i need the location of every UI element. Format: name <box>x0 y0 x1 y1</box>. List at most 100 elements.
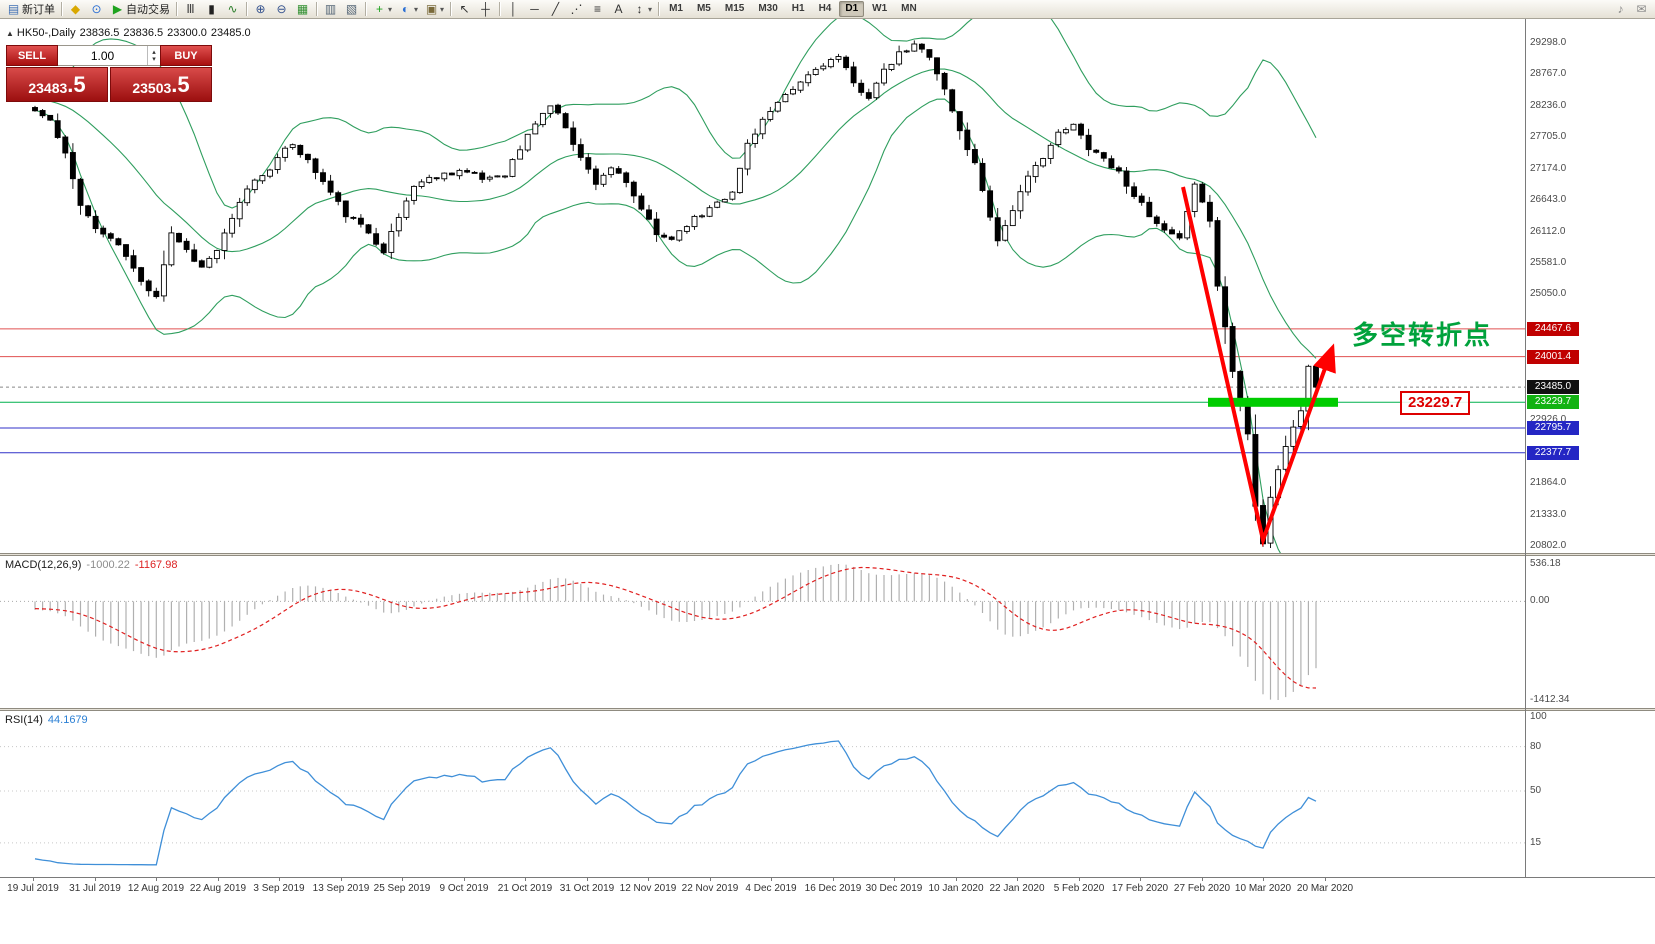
buy-price-display[interactable]: 23503.5 <box>110 67 212 102</box>
dropdown-caret-icon: ▾ <box>648 4 653 14</box>
price-axis-label: 26643.0 <box>1530 194 1567 206</box>
toolbar-button-tile-windows[interactable]: ▦ <box>292 0 313 19</box>
volume-spinner[interactable]: ▴ ▾ <box>147 46 160 65</box>
dropdown-caret-icon: ▾ <box>440 4 445 14</box>
toolbar-button-bar-chart-mode[interactable]: Ⅲ <box>180 0 201 19</box>
horizontal-lines[interactable] <box>0 328 1525 454</box>
macd-axis-label: 0.00 <box>1530 595 1550 607</box>
toolbar-button-trendline-tool[interactable]: ╱ <box>545 0 566 19</box>
chart-window: ▲ HK50-,Daily 23836.5 23836.5 23300.0 23485.0… <box>0 19 1655 944</box>
timeframe-button-mn[interactable]: MN <box>901 3 917 14</box>
spinner-down-icon[interactable]: ▾ <box>152 55 156 63</box>
toolbar-button-periods[interactable]: ◐ ▾ <box>395 0 421 19</box>
date-label: 12 Nov 2019 <box>619 883 677 894</box>
toolbar-button-arrange-windows[interactable]: ▥ <box>320 0 341 19</box>
toolbar-button-mailbox[interactable]: ✉ <box>1631 0 1652 19</box>
date-tick <box>279 878 280 881</box>
metaeditor-icon: ◆ <box>70 1 81 16</box>
sell-price-display[interactable]: 23483.5 <box>6 67 108 102</box>
date-tick <box>156 878 157 881</box>
dropdown-caret-icon: ▾ <box>414 4 419 14</box>
sell-price-fraction: .5 <box>67 71 86 97</box>
macd-canvas <box>0 564 1525 700</box>
toolbar-separator <box>450 2 452 16</box>
rsi-panel[interactable]: RSI(14) 44.1679 <box>0 711 1525 877</box>
candlestick-mode-icon: ▮ <box>208 1 215 16</box>
toolbar-button-fibonacci-tool[interactable]: ≡ <box>587 0 608 19</box>
toolbar-button-channel-tool[interactable]: ⋰ <box>566 0 587 19</box>
timeframe-button-m5[interactable]: M5 <box>696 3 711 14</box>
toolbar-button-new-order[interactable]: ▤ 新订单 <box>3 0 58 19</box>
macd-histogram <box>34 564 1317 700</box>
date-label: 4 Dec 2019 <box>745 883 797 894</box>
mailbox-icon: ✉ <box>1636 1 1647 16</box>
toolbar-button-crosshair-tool[interactable]: ┼ <box>475 0 496 19</box>
macd-panel[interactable]: MACD(12,26,9) -1000.22 -1167.98 <box>0 556 1525 708</box>
timeframe-button-h4[interactable]: H4 <box>818 3 832 14</box>
date-tick <box>1325 878 1326 881</box>
timeframe-button-w1[interactable]: W1 <box>872 3 888 14</box>
collapse-arrow-icon[interactable]: ▲ <box>6 29 14 38</box>
price-tag: 24001.4 <box>1527 349 1579 364</box>
toolbar-button-arrows-tool[interactable]: ↕ ▾ <box>629 0 655 19</box>
timeframe-button-m15[interactable]: M15 <box>724 3 745 14</box>
date-label: 17 Feb 2020 <box>1111 883 1169 894</box>
macd-label: MACD(12,26,9) -1000.22 -1167.98 <box>5 559 182 571</box>
toolbar-button-mql5-community[interactable]: ⊙ <box>86 0 107 19</box>
toolbar-button-cursor-tool[interactable]: ↖ <box>454 0 475 19</box>
toolbar-button-auto-trading[interactable]: ▶ 自动交易 <box>107 0 173 19</box>
buy-price-fraction: .5 <box>171 71 190 97</box>
auto-trading-label: 自动交易 <box>126 4 170 16</box>
date-label: 19 Jul 2019 <box>7 883 59 894</box>
toolbar-button-vertical-line-tool[interactable]: │ <box>503 0 524 19</box>
ohlc-close: 23485.0 <box>210 27 251 39</box>
toolbar-button-candlestick-mode[interactable]: ▮ <box>201 0 222 19</box>
date-tick <box>710 878 711 881</box>
price-tag: 22795.7 <box>1527 421 1579 435</box>
arrange-windows-icon: ▥ <box>324 1 337 16</box>
rsi-line <box>34 740 1317 866</box>
date-label: 10 Jan 2020 <box>928 883 984 894</box>
trend-arrow[interactable] <box>1181 186 1336 548</box>
toolbar-button-templates[interactable]: ▣ ▾ <box>421 0 447 19</box>
date-label: 20 Mar 2020 <box>1296 883 1354 894</box>
toolbar-button-indicators[interactable]: + ▾ <box>369 0 395 19</box>
toolbar-button-zoom-in[interactable]: ⊕ <box>250 0 271 19</box>
date-tick <box>956 878 957 881</box>
buy-button[interactable]: BUY <box>160 45 212 66</box>
support-price-callout[interactable]: 23229.7 <box>1400 391 1471 415</box>
toolbar-button-horizontal-line-tool[interactable]: ─ <box>524 0 545 19</box>
toolbar-button-line-chart-mode[interactable]: ∿ <box>222 0 243 19</box>
timeframe-button-d1[interactable]: D1 <box>839 1 865 17</box>
timeframe-button-m1[interactable]: M1 <box>669 3 683 14</box>
toolbar-button-cascade-windows[interactable]: ▧ <box>341 0 362 19</box>
date-tick <box>218 878 219 881</box>
date-label: 25 Sep 2019 <box>373 883 431 894</box>
date-label: 13 Sep 2019 <box>312 883 370 894</box>
zoom-out-icon: ⊖ <box>276 1 287 16</box>
date-tick <box>771 878 772 881</box>
date-tick <box>648 878 649 881</box>
panel-separator[interactable] <box>0 553 1655 556</box>
toolbar-button-text-tool[interactable]: A <box>608 0 629 19</box>
rsi-levels <box>0 746 1525 844</box>
sell-button[interactable]: SELL <box>6 45 58 66</box>
toolbar-button-metaeditor[interactable]: ◆ <box>65 0 86 19</box>
timeframe-button-m30[interactable]: M30 <box>758 3 778 14</box>
spinner-up-icon[interactable]: ▴ <box>152 48 156 56</box>
date-tick <box>525 878 526 881</box>
toolbar-button-sound-alerts[interactable]: ♪ <box>1610 0 1631 19</box>
timeframe-button-h1[interactable]: H1 <box>791 3 805 14</box>
macd-axis-label: 536.18 <box>1530 558 1561 569</box>
main-chart-panel[interactable]: ▲ HK50-,Daily 23836.5 23836.5 23300.0 23485.0… <box>0 19 1525 553</box>
main-chart-canvas[interactable] <box>0 19 1525 553</box>
buy-price-main: 23503 <box>132 79 172 96</box>
panel-separator[interactable] <box>0 708 1655 711</box>
volume-input[interactable] <box>58 46 147 65</box>
new-order-icon: ▤ <box>7 1 20 16</box>
text-tool-icon: A <box>614 1 623 16</box>
turning-point-annotation[interactable]: 多空转折点 <box>1352 320 1493 350</box>
toolbar-button-zoom-out[interactable]: ⊖ <box>271 0 292 19</box>
macd-axis-label: -1412.34 <box>1530 694 1570 705</box>
support-zone-bar[interactable] <box>1208 397 1338 407</box>
